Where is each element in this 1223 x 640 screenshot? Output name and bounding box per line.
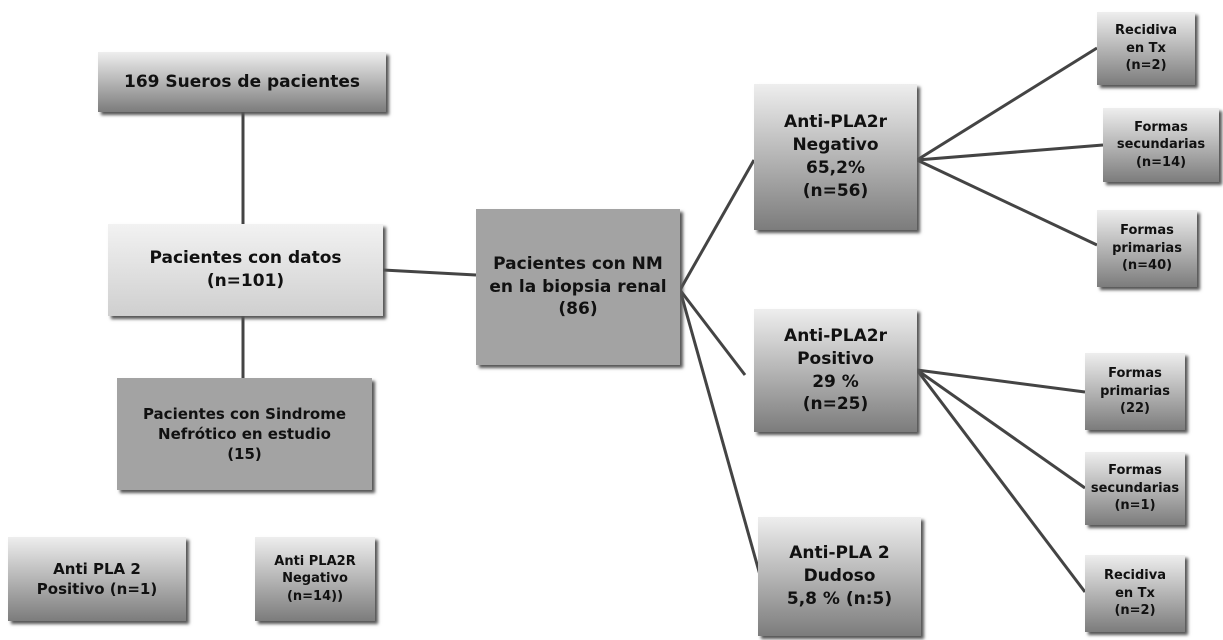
node-label: Positivo bbox=[797, 348, 874, 369]
node-label: primarias bbox=[1112, 240, 1182, 256]
node-label: Anti PLA 2 bbox=[53, 559, 141, 578]
node-label: Recidiva bbox=[1104, 568, 1166, 584]
node-label: 29 % bbox=[812, 371, 859, 392]
node: Anti PLA2R Negativo (n=14)) bbox=[255, 537, 375, 621]
node-label: en Tx bbox=[1115, 585, 1155, 601]
node-label: (n=14) bbox=[1135, 154, 1187, 170]
node: Pacientes con Sindrome Nefrótico en estud… bbox=[117, 378, 372, 490]
node: Anti-PLA 2 Dudoso 5,8 % (n:5) bbox=[758, 517, 921, 636]
node-label: en la biopsia renal bbox=[489, 276, 667, 297]
node-label: 65,2% bbox=[806, 158, 865, 178]
node-label: Formas bbox=[1134, 119, 1188, 135]
node-label: (n=40) bbox=[1121, 258, 1173, 274]
node: Anti-PLA2r Positivo 29 % (n=25) bbox=[754, 309, 917, 432]
node-label: (n=2) bbox=[1114, 603, 1156, 619]
node-label: Pacientes con Sindrome bbox=[142, 404, 347, 423]
node-label: (n=1) bbox=[1114, 498, 1156, 514]
node-label: secundarias bbox=[1090, 480, 1180, 496]
node-label: Pacientes con datos bbox=[149, 248, 342, 269]
node: Anti-PLA2r Negativo 65,2% (n=56) bbox=[754, 84, 917, 230]
node: Anti PLA 2 Positivo (n=1) bbox=[8, 537, 186, 621]
node-label: Dudoso bbox=[803, 566, 876, 587]
node-label: 169 Sueros de pacientes bbox=[124, 71, 360, 92]
node-label: Pacientes con NM bbox=[493, 253, 663, 274]
node: Formas secundarias (n=1) bbox=[1085, 452, 1185, 525]
node-label: (15) bbox=[227, 445, 262, 464]
node-label: 5,8 % (n:5) bbox=[786, 588, 893, 609]
node-label: (86) bbox=[558, 299, 598, 320]
node: Formas secundarias (n=14) bbox=[1103, 108, 1219, 182]
node-label: (n=101) bbox=[206, 271, 285, 291]
node: Recidiva en Tx (n=2) bbox=[1085, 555, 1185, 632]
node-label: Positivo (n=1) bbox=[36, 580, 158, 598]
node: Formas primarias (22) bbox=[1085, 353, 1185, 430]
node-label: Anti PLA2R bbox=[274, 553, 356, 569]
node-label: Anti-PLA2r bbox=[784, 112, 887, 133]
node-label: en Tx bbox=[1126, 40, 1166, 56]
node: Pacientes con datos (n=101) bbox=[108, 224, 383, 316]
node-label: (n=56) bbox=[802, 180, 869, 201]
node-label: Formas bbox=[1108, 463, 1162, 479]
node-label: Negativo bbox=[282, 571, 348, 587]
node-label: Anti-PLA2r bbox=[784, 325, 887, 346]
node-label: Nefrótico en estudio bbox=[158, 424, 331, 443]
node-label: Recidiva bbox=[1115, 23, 1177, 39]
node: Recidiva en Tx (n=2) bbox=[1097, 12, 1195, 85]
node: Pacientes con NM en la biopsia renal (86) bbox=[476, 209, 680, 365]
node: 169 Sueros de pacientes bbox=[98, 52, 386, 112]
node-label: (n=25) bbox=[802, 394, 869, 415]
node-label: (n=2) bbox=[1125, 58, 1167, 74]
node-label: (22) bbox=[1120, 401, 1150, 417]
node-label: (n=14)) bbox=[286, 588, 344, 604]
node-label: Anti-PLA 2 bbox=[789, 543, 890, 564]
node-label: Formas bbox=[1108, 366, 1162, 382]
node: Formas primarias (n=40) bbox=[1097, 210, 1197, 287]
node-label: Formas bbox=[1120, 223, 1174, 239]
node-label: primarias bbox=[1100, 383, 1170, 399]
node-label: Negativo bbox=[792, 135, 879, 156]
node-label: secundarias bbox=[1116, 137, 1206, 153]
